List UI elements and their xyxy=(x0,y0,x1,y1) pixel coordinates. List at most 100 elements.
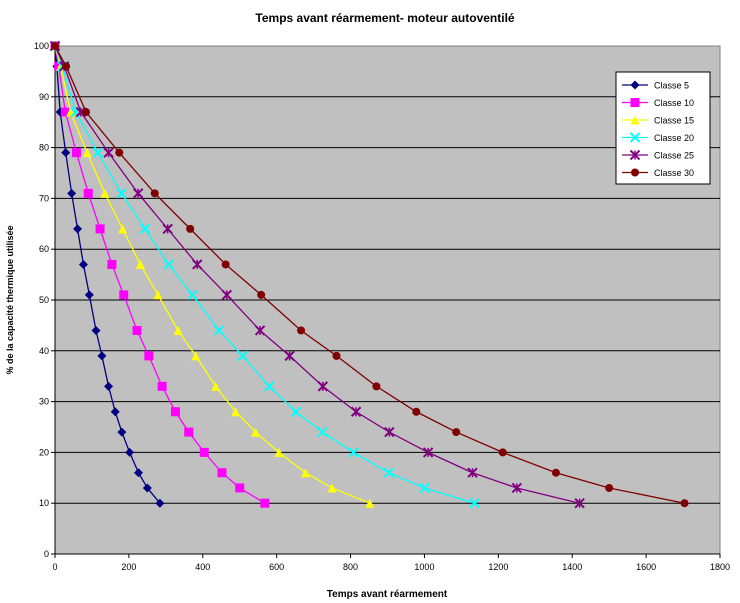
data-point-1-9 xyxy=(91,325,101,335)
x-tick-label-1400: 1400 xyxy=(562,562,582,572)
legend-marker-4 xyxy=(629,132,641,143)
x-tick-label-0: 0 xyxy=(52,562,57,572)
data-point-2-15 xyxy=(217,468,227,478)
x-tick-label-1600: 1600 xyxy=(636,562,656,572)
legend-label-2: Classe 10 xyxy=(654,98,694,108)
data-point-2-5 xyxy=(83,188,93,198)
data-point-3-5 xyxy=(100,188,110,198)
data-point-4-6 xyxy=(139,223,151,235)
legend-marker-6 xyxy=(631,168,639,177)
data-point-6-7 xyxy=(221,260,230,269)
data-point-5-13 xyxy=(384,426,395,438)
data-point-5-5 xyxy=(132,188,144,199)
data-point-6-4 xyxy=(115,148,124,157)
data-point-3-6 xyxy=(118,224,128,234)
data-point-1-7 xyxy=(78,259,88,269)
data-point-3-12 xyxy=(231,407,241,417)
data-point-6-3 xyxy=(82,108,91,117)
legend-marker-1 xyxy=(630,80,640,90)
data-point-4-8 xyxy=(187,289,198,301)
data-point-3-17 xyxy=(365,498,375,508)
data-point-3-13 xyxy=(251,427,261,437)
data-point-3-11 xyxy=(211,381,221,391)
x-tick-label-200: 200 xyxy=(121,562,136,572)
data-point-4-16 xyxy=(419,482,430,494)
data-point-1-3 xyxy=(55,107,65,117)
x-tick-label-600: 600 xyxy=(269,562,284,572)
legend-label-3: Classe 15 xyxy=(654,116,694,126)
y-tick-label-80: 80 xyxy=(39,143,49,153)
data-point-2-11 xyxy=(157,381,167,391)
y-tick-label-100: 100 xyxy=(34,41,49,51)
y-tick-label-30: 30 xyxy=(39,397,49,407)
data-point-6-5 xyxy=(150,189,159,198)
data-point-3-7 xyxy=(135,259,145,269)
data-point-6-12 xyxy=(412,407,421,416)
legend-marker-3 xyxy=(630,115,640,125)
data-point-3-16 xyxy=(327,483,337,493)
data-point-4-12 xyxy=(290,406,302,417)
data-point-5-11 xyxy=(317,381,329,392)
legend-label-1: Classe 5 xyxy=(654,81,689,91)
data-point-6-2 xyxy=(62,62,71,71)
y-axis-label: % de la capacité thermique utilisée xyxy=(5,225,15,374)
data-point-3-10 xyxy=(191,351,201,361)
data-point-4-4 xyxy=(92,147,104,158)
data-point-1-4 xyxy=(61,148,71,158)
data-point-3-9 xyxy=(173,325,183,335)
data-point-3-4 xyxy=(82,148,92,158)
legend-marker-2 xyxy=(630,98,640,107)
data-point-1-6 xyxy=(73,224,83,234)
data-point-4-15 xyxy=(383,467,395,478)
data-point-2-12 xyxy=(170,407,180,417)
data-point-1-5 xyxy=(67,188,77,198)
data-point-3-8 xyxy=(153,290,163,300)
legend-marker-5 xyxy=(629,149,641,161)
data-point-2-16 xyxy=(235,483,245,493)
data-point-6-13 xyxy=(452,428,461,437)
data-point-5-14 xyxy=(422,447,434,458)
legend-label-5: Classe 25 xyxy=(654,151,694,161)
data-point-4-17 xyxy=(469,497,480,509)
data-point-6-1 xyxy=(51,42,59,50)
data-point-5-12 xyxy=(350,406,362,417)
legend: Classe 5 Classe 10 Classe 15 Classe 20 Class… xyxy=(615,71,711,185)
data-point-4-10 xyxy=(237,350,248,362)
y-tick-label-40: 40 xyxy=(39,346,49,356)
y-tick-label-0: 0 xyxy=(44,549,49,559)
legend-label-4: Classe 20 xyxy=(654,133,694,143)
y-tick-label-90: 90 xyxy=(39,92,49,102)
series-6 xyxy=(51,42,689,508)
data-point-3-15 xyxy=(300,468,310,478)
data-point-6-14 xyxy=(498,448,507,457)
data-point-6-17 xyxy=(680,499,689,508)
x-axis-label: Temps avant réarmement xyxy=(327,589,448,600)
x-tick-label-1200: 1200 xyxy=(488,562,508,572)
data-point-3-14 xyxy=(274,447,284,457)
data-point-2-9 xyxy=(132,325,142,335)
data-point-6-11 xyxy=(372,382,381,391)
x-tick-label-800: 800 xyxy=(343,562,358,572)
data-point-1-16 xyxy=(142,483,152,493)
data-point-1-17 xyxy=(155,498,165,508)
legend-label-6: Classe 30 xyxy=(654,168,694,178)
data-point-5-8 xyxy=(221,289,232,301)
x-tick-label-1800: 1800 xyxy=(710,562,730,572)
data-point-1-8 xyxy=(84,290,94,300)
data-point-2-13 xyxy=(184,427,194,437)
data-point-1-13 xyxy=(117,427,127,437)
data-point-4-13 xyxy=(317,426,328,438)
data-point-5-10 xyxy=(284,350,295,362)
data-point-4-14 xyxy=(348,447,359,458)
data-point-5-15 xyxy=(467,467,478,478)
data-point-2-10 xyxy=(144,351,154,361)
data-point-2-14 xyxy=(199,447,209,457)
data-point-6-8 xyxy=(257,290,266,299)
data-point-4-5 xyxy=(116,188,127,199)
x-tick-label-1000: 1000 xyxy=(414,562,434,572)
data-point-6-15 xyxy=(551,468,560,477)
data-point-1-15 xyxy=(133,468,143,478)
series-4 xyxy=(49,40,480,509)
data-point-5-9 xyxy=(254,325,266,336)
data-point-2-6 xyxy=(95,224,105,234)
